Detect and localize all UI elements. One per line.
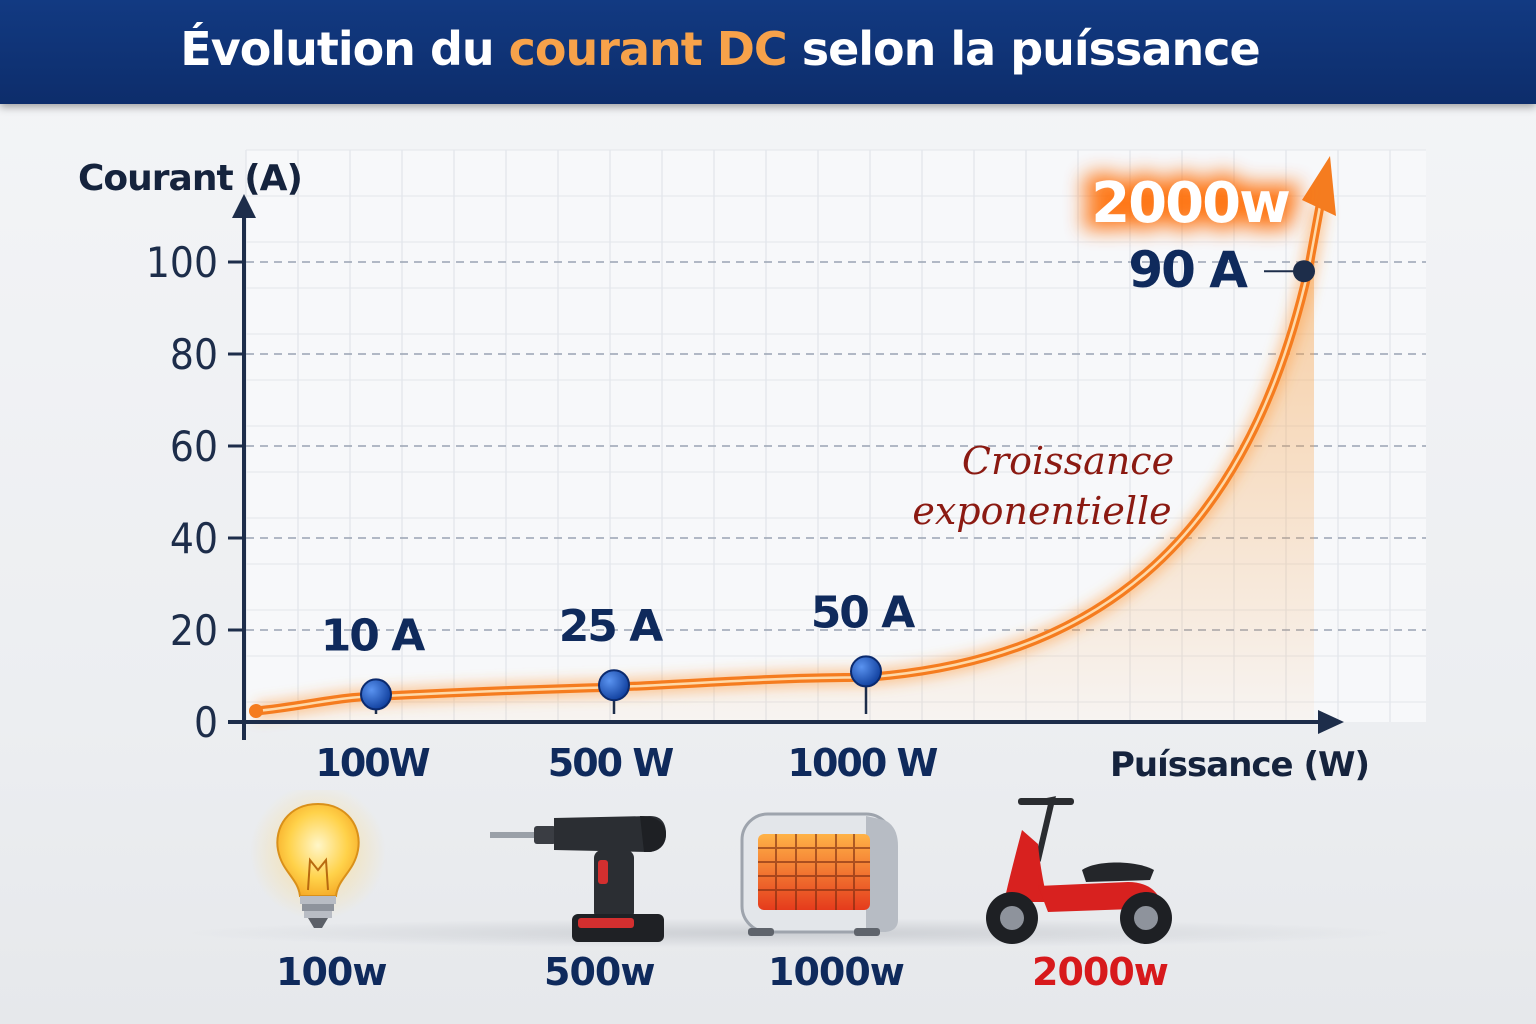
data-label: 25 A: [559, 601, 664, 652]
device-label-100w: 100w: [276, 950, 387, 994]
title-pre: Évolution du: [180, 22, 509, 76]
data-point: [850, 655, 882, 688]
y-tick-label: 20: [170, 606, 218, 655]
curve-start-point: [249, 704, 263, 718]
device-label-500w: 500w: [544, 950, 655, 994]
x-tick-label: 1000 W: [788, 741, 938, 784]
data-label: 90 A: [1128, 241, 1248, 299]
title-post: selon la puíssance: [786, 22, 1261, 76]
header-banner: Évolution du courant DC selon la puíssan…: [0, 0, 1536, 104]
x-axis-label: Puíssance (W): [1110, 745, 1369, 784]
y-tick-label: 80: [170, 330, 218, 379]
y-axis-label: Courant (A): [78, 158, 302, 199]
y-tick-label: 100: [146, 238, 218, 287]
data-point: [1293, 260, 1315, 283]
curve-area: [256, 206, 1320, 722]
y-tick-label: 0: [194, 698, 218, 747]
light-bulb-icon: [218, 784, 418, 950]
data-marks: 10 A 25 A 50 A 90 A: [249, 241, 1315, 718]
highlight-label: 2000w: [1091, 171, 1289, 236]
device-label-1000w: 1000w: [768, 950, 905, 994]
y-axis-arrow: [232, 194, 256, 218]
y-tick-label: 60: [170, 422, 218, 471]
device-label-2000w: 2000w: [1032, 950, 1169, 994]
data-point: [360, 678, 392, 711]
x-tick-label: 500 W: [548, 741, 674, 784]
page-title: Évolution du courant DC selon la puíssan…: [0, 22, 1440, 76]
scooter-icon: [978, 790, 1178, 950]
data-label: 50 A: [811, 587, 916, 638]
data-label: 10 A: [321, 610, 426, 661]
heater-icon: [734, 790, 934, 950]
data-point: [598, 669, 630, 702]
current-power-chart: 0 20 40 60 80 100 100W 500 W 1000 W 10 A 25 A 50 …: [78, 149, 1426, 784]
annotation-line-1: Croissance: [962, 439, 1174, 483]
x-tick-label: 100W: [315, 741, 429, 784]
title-highlight: courant DC: [508, 22, 788, 76]
y-ticks: 0 20 40 60 80 100: [146, 238, 244, 747]
curve-arrowhead: [1302, 156, 1336, 216]
highlight-glow: 2000w: [1086, 171, 1294, 236]
y-tick-label: 40: [170, 514, 218, 563]
power-drill-icon: [490, 790, 690, 950]
x-ticks: 100W 500 W 1000 W: [315, 741, 939, 784]
annotation-line-2: exponentielle: [912, 489, 1171, 533]
x-axis-arrow: [1318, 710, 1344, 734]
